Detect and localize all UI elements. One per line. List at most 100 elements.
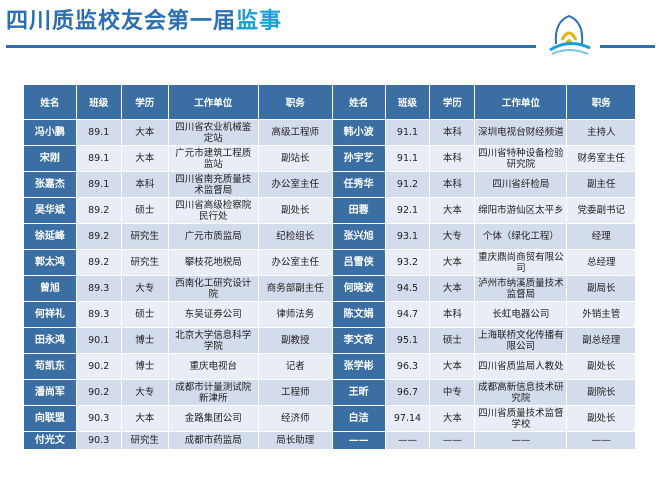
- table-cell: 攀枝花地税局: [167, 249, 259, 276]
- table-cell: 本科: [429, 301, 476, 328]
- table-cell: 本科: [120, 171, 169, 198]
- table-cell: 北京大学信息科学学院: [167, 327, 259, 354]
- table-cell: 89.2: [75, 249, 122, 276]
- member-name-cell: 吴华斌: [23, 197, 77, 224]
- table-cell: 大本: [120, 405, 169, 432]
- table-cell: 博士: [120, 353, 169, 380]
- table-cell: 长虹电器公司: [474, 301, 568, 328]
- member-name-cell: 潘尚军: [23, 379, 77, 406]
- member-name-cell: 张学彬: [331, 353, 386, 380]
- table-cell: 成都市计量测试院新津所: [167, 379, 259, 406]
- member-name-cell: 韩小波: [331, 119, 386, 146]
- table-cell: 90.2: [75, 379, 122, 406]
- table-cell: 重庆鼎尚商贸有限公司: [474, 249, 568, 276]
- table-cell: 工程师: [257, 379, 333, 406]
- member-name-cell: 陈文娟: [331, 301, 386, 328]
- member-name-cell: 吕雪侠: [331, 249, 386, 276]
- table-cell: 四川省高级检察院民行处: [167, 197, 259, 224]
- column-header: 职务: [566, 84, 636, 120]
- table-cell: 93.2: [384, 249, 431, 276]
- table-cell: 中专: [429, 379, 476, 406]
- table-cell: 局长助理: [257, 431, 333, 450]
- table-cell: 四川省南充质量技术监督局: [167, 171, 259, 198]
- table-cell: 副处长: [566, 405, 636, 432]
- table-cell: 博士: [120, 327, 169, 354]
- member-name-cell: 苟凯东: [23, 353, 77, 380]
- table-cell: 89.1: [75, 145, 122, 172]
- table-cell: 硕士: [429, 327, 476, 354]
- table-cell: 89.3: [75, 275, 122, 302]
- table-cell: 四川省质监局人教处: [474, 353, 568, 380]
- table-cell: 92.1: [384, 197, 431, 224]
- table-cell: 大本: [429, 197, 476, 224]
- table-cell: 四川省纤检局: [474, 171, 568, 198]
- table-cell: 广元市质监局: [167, 223, 259, 250]
- table-row: 郭太鸿 89.2 研究生 攀枝花地税局 办公室主任 吕雪侠 93.2 大本 重庆鼎尚商贸有限公司…: [23, 249, 636, 276]
- member-name-cell: 张兴旭: [331, 223, 386, 250]
- table-cell: 大本: [120, 145, 169, 172]
- table-cell: 四川省特种设备检验研究院: [474, 145, 568, 172]
- table-cell: 硕士: [120, 301, 169, 328]
- table-cell: 93.1: [384, 223, 431, 250]
- member-name-cell: 徐延峰: [23, 223, 77, 250]
- member-name-cell: ——: [331, 431, 386, 450]
- table-cell: 副总经理: [566, 327, 636, 354]
- page-title: 四川质监校友会第一届监事: [6, 9, 283, 34]
- table-cell: 党委副书记: [566, 197, 636, 224]
- table-cell: 大专: [120, 275, 169, 302]
- member-name-cell: 田蓉: [331, 197, 386, 224]
- table-cell: 绵阳市游仙区太平乡: [474, 197, 568, 224]
- column-header: 班级: [75, 84, 122, 120]
- column-header: 工作单位: [474, 84, 568, 120]
- column-header: 姓名: [331, 84, 386, 120]
- table-cell: 94.7: [384, 301, 431, 328]
- table-cell: 泸州市纳溪质量技术监督局: [474, 275, 568, 302]
- table-cell: 记者: [257, 353, 333, 380]
- column-header: 姓名: [23, 84, 77, 120]
- table-cell: 副教授: [257, 327, 333, 354]
- table-cell: ——: [566, 431, 636, 450]
- table-cell: 本科: [429, 171, 476, 198]
- table-cell: 副院长: [566, 379, 636, 406]
- table-cell: 91.1: [384, 145, 431, 172]
- member-name-cell: 王昕: [331, 379, 386, 406]
- member-name-cell: 李文奇: [331, 327, 386, 354]
- table-row: 吴华斌 89.2 硕士 四川省高级检察院民行处 副处长 田蓉 92.1 大本 绵阳市游仙区太平乡…: [23, 197, 636, 224]
- table-cell: 四川省质量技术监督学校: [474, 405, 568, 432]
- table-cell: 深圳电视台财经频道: [474, 119, 568, 146]
- table-row: 冯小鹏 89.1 大本 四川省农业机械鉴定站 高级工程师 韩小波 91.1 本科 深圳电视台财经…: [23, 119, 636, 146]
- member-name-cell: 郭太鸿: [23, 249, 77, 276]
- table-cell: 副站长: [257, 145, 333, 172]
- table-cell: 副主任: [566, 171, 636, 198]
- table-cell: 副局长: [566, 275, 636, 302]
- table-cell: 经济师: [257, 405, 333, 432]
- table-cell: 91.2: [384, 171, 431, 198]
- table-cell: 财务室主任: [566, 145, 636, 172]
- table-cell: 总经理: [566, 249, 636, 276]
- title-underline: [6, 45, 536, 48]
- table-cell: 大专: [429, 223, 476, 250]
- table-cell: 89.1: [75, 171, 122, 198]
- table-row: 曾旭 89.3 大专 西南化工研究设计院 商务部副主任 何晓波 94.5 大本 泸州市纳溪质量技…: [23, 275, 636, 302]
- table-cell: 经理: [566, 223, 636, 250]
- table-cell: 商务部副主任: [257, 275, 333, 302]
- table-cell: 89.3: [75, 301, 122, 328]
- table-row: 向联盟 90.3 大本 金路集团公司 经济师 白洁 97.14 大本 四川省质量技术监督学校 副处…: [23, 405, 636, 432]
- column-header: 学历: [429, 84, 476, 120]
- table-cell: 重庆电视台: [167, 353, 259, 380]
- table-row: 田永鸿 90.1 博士 北京大学信息科学学院 副教授 李文奇 95.1 硕士 上海联桥文化传播有…: [23, 327, 636, 354]
- table-cell: 94.5: [384, 275, 431, 302]
- table-cell: 广元市建筑工程质监站: [167, 145, 259, 172]
- supervisors-table: 姓名 班级 学历 工作单位 职务 姓名 班级 学历 工作单位 职务 冯小鹏 89.1 大本 四川省农业机…: [23, 84, 636, 450]
- table-cell: 大本: [429, 249, 476, 276]
- table-cell: 四川省农业机械鉴定站: [167, 119, 259, 146]
- table-cell: 东吴证券公司: [167, 301, 259, 328]
- table-cell: 高级工程师: [257, 119, 333, 146]
- table-cell: 纪检组长: [257, 223, 333, 250]
- column-header: 学历: [120, 84, 169, 120]
- member-name-cell: 曾旭: [23, 275, 77, 302]
- table-header-row: 姓名 班级 学历 工作单位 职务 姓名 班级 学历 工作单位 职务: [23, 84, 636, 120]
- table-cell: 本科: [429, 145, 476, 172]
- table-cell: 本科: [429, 119, 476, 146]
- table-cell: 大本: [429, 405, 476, 432]
